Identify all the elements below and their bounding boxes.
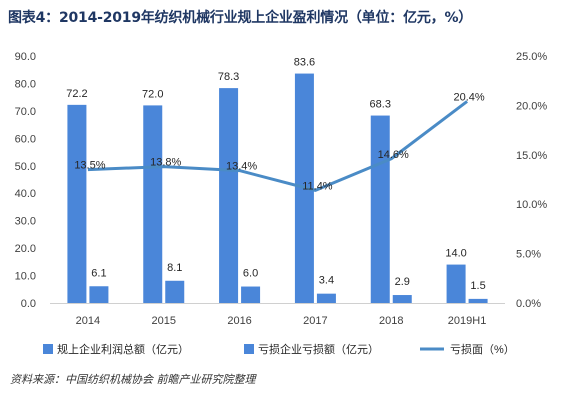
- bar-profit-label: 14.0: [445, 248, 466, 260]
- bar-loss-label: 8.1: [167, 262, 182, 274]
- y-left-tick-label: 80.0: [15, 78, 36, 90]
- bar-loss-label: 6.1: [91, 267, 106, 279]
- line-point-label: 11.4%: [302, 180, 333, 192]
- bar-profit: [143, 105, 163, 304]
- y-left-tick-label: 90.0: [15, 51, 36, 63]
- y-right-tick-label: 20.0%: [516, 100, 547, 112]
- x-tick-label: 2017: [303, 315, 327, 327]
- x-tick-label: 2015: [152, 315, 176, 327]
- x-tick-label: 2018: [379, 315, 403, 327]
- line-point-label: 20.4%: [453, 91, 484, 103]
- y-right-tick-label: 0.0%: [516, 298, 541, 310]
- bar-loss-label: 3.4: [319, 275, 334, 287]
- y-left-tick-label: 30.0: [15, 216, 36, 228]
- bar-profit: [446, 264, 466, 303]
- bar-profit: [370, 115, 390, 303]
- bar-loss: [468, 298, 488, 303]
- bar-loss: [241, 286, 261, 303]
- legend-label-ratio: 亏损面（%）: [450, 342, 515, 356]
- bar-profit-label: 72.2: [66, 88, 87, 100]
- y-left-tick-label: 60.0: [15, 133, 36, 145]
- bar-loss-label: 2.9: [395, 276, 410, 288]
- y-left-tick-label: 70.0: [15, 106, 36, 118]
- bar-profit-label: 78.3: [218, 71, 239, 83]
- y-left-tick-label: 50.0: [15, 161, 36, 173]
- x-tick-label: 2019H1: [448, 315, 487, 327]
- y-right-tick-label: 15.0%: [516, 150, 547, 162]
- source-note: 资料来源：中国纺织机械协会 前瞻产业研究院整理: [10, 373, 256, 386]
- legend-swatch-loss: [244, 344, 254, 354]
- y-left-tick-label: 10.0: [15, 271, 36, 283]
- legend-swatch-profit: [43, 344, 53, 354]
- line-point-label: 14.6%: [378, 149, 409, 161]
- bar-loss: [89, 286, 109, 303]
- legend-label-loss: 亏损企业亏损额（亿元）: [258, 342, 379, 356]
- line-point-label: 13.8%: [150, 157, 181, 169]
- bar-profit: [67, 104, 87, 304]
- bar-loss: [392, 295, 412, 303]
- y-right-tick-label: 25.0%: [516, 51, 547, 63]
- y-left-tick-label: 0.0: [21, 298, 36, 310]
- bar-loss-label: 1.5: [470, 280, 485, 292]
- y-right-tick-label: 10.0%: [516, 199, 547, 211]
- bar-loss-label: 6.0: [243, 268, 258, 280]
- bar-profit-label: 72.0: [142, 88, 163, 100]
- bar-profit-label: 83.6: [294, 57, 315, 69]
- bar-profit: [219, 88, 239, 303]
- bar-loss: [316, 293, 336, 303]
- line-point-label: 13.4%: [226, 161, 257, 173]
- y-left-tick-label: 20.0: [15, 243, 36, 255]
- bar-profit-label: 68.3: [370, 99, 391, 111]
- x-tick-label: 2016: [227, 315, 251, 327]
- legend-label-profit: 规上企业利润总额（亿元）: [57, 342, 189, 356]
- line-loss-ratio: [87, 100, 468, 192]
- y-right-tick-label: 5.0%: [516, 249, 541, 261]
- line-point-label: 13.5%: [74, 160, 105, 172]
- x-tick-label: 2014: [76, 315, 100, 327]
- chart-title: 图表4：2014-2019年纺织机械行业规上企业盈利情况（单位：亿元，%）: [8, 10, 473, 26]
- y-left-tick-label: 40.0: [15, 188, 36, 200]
- bar-loss: [165, 280, 185, 303]
